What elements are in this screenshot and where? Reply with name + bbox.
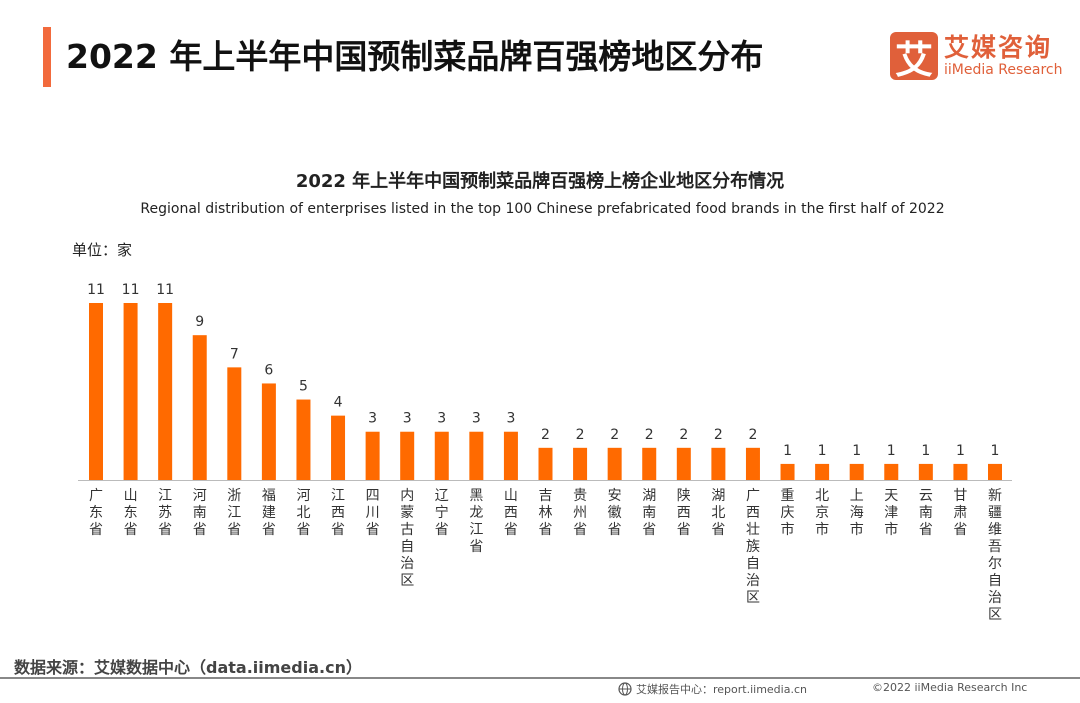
data-label: 11 <box>156 282 174 298</box>
data-label: 2 <box>714 427 723 443</box>
bar-陕西省 <box>676 447 691 480</box>
iimedia-logo: 艾 艾媒咨询 iiMedia Research <box>890 32 1063 82</box>
bar-内蒙古自治区 <box>400 431 415 480</box>
category-label: 上海市 <box>850 488 864 538</box>
bar-江西省 <box>331 415 346 480</box>
category-label: 重庆市 <box>781 488 795 538</box>
category-label: 云南省 <box>919 488 933 538</box>
data-label: 1 <box>921 443 930 459</box>
category-label: 内蒙古自治区 <box>400 488 414 589</box>
category-label: 河南省 <box>193 488 207 538</box>
bar-山东省 <box>123 303 138 480</box>
copyright: ©2022 iiMedia Research Inc <box>872 681 1028 694</box>
bar-河北省 <box>296 399 311 480</box>
category-label: 贵州省 <box>573 488 587 538</box>
data-label: 3 <box>368 411 377 427</box>
category-label: 湖北省 <box>711 488 725 538</box>
category-label: 安徽省 <box>608 488 622 538</box>
report-link[interactable]: 艾媒报告中心：report.iimedia.cn <box>636 683 807 696</box>
bar-重庆市 <box>780 463 795 480</box>
data-label: 1 <box>818 443 827 459</box>
bar-湖南省 <box>642 447 657 480</box>
title-accent-bar <box>43 27 51 87</box>
bar-江苏省 <box>158 303 173 480</box>
bar-甘肃省 <box>953 463 968 480</box>
globe-icon <box>618 682 632 696</box>
category-label: 天津市 <box>884 488 898 538</box>
footer-report: 艾媒报告中心：report.iimedia.cn <box>618 681 807 697</box>
category-label: 江西省 <box>331 488 345 538</box>
category-label: 陕西省 <box>677 488 691 538</box>
data-label: 1 <box>991 443 1000 459</box>
category-label: 浙江省 <box>227 488 241 538</box>
data-label: 7 <box>230 346 239 362</box>
logo-en: iiMedia Research <box>944 62 1063 78</box>
data-source: 数据来源：艾媒数据中心（data.iimedia.cn） <box>14 658 362 677</box>
data-label: 4 <box>334 395 343 411</box>
category-label: 新疆维吾尔自治区 <box>988 488 1002 623</box>
bar-北京市 <box>815 463 830 480</box>
logo-mark: 艾 <box>890 32 938 82</box>
bar-云南省 <box>918 463 933 480</box>
data-label: 3 <box>437 411 446 427</box>
unit-label: 单位：家 <box>72 241 133 259</box>
bar-吉林省 <box>538 447 553 480</box>
bar-安徽省 <box>607 447 622 480</box>
bar-贵州省 <box>573 447 588 480</box>
bar-山西省 <box>503 431 518 480</box>
category-label: 黑龙江省 <box>469 488 483 555</box>
category-label: 江苏省 <box>158 488 172 538</box>
data-label: 2 <box>541 427 550 443</box>
bar-湖北省 <box>711 447 726 480</box>
data-label: 9 <box>195 314 204 330</box>
data-label: 11 <box>122 282 140 298</box>
category-label: 吉林省 <box>539 488 553 538</box>
data-label: 3 <box>403 411 412 427</box>
category-label: 四川省 <box>366 488 380 538</box>
bar-辽宁省 <box>434 431 449 480</box>
data-label: 3 <box>506 411 515 427</box>
bar-上海市 <box>849 463 864 480</box>
data-label: 1 <box>783 443 792 459</box>
category-label: 福建省 <box>262 488 276 538</box>
category-label: 山西省 <box>504 488 518 538</box>
logo-cn: 艾媒咨询 <box>944 33 1053 62</box>
bar-天津市 <box>884 463 899 480</box>
bar-河南省 <box>192 335 207 480</box>
data-label: 6 <box>264 362 273 378</box>
data-label: 11 <box>87 282 105 298</box>
category-label: 广东省 <box>89 488 103 538</box>
category-label: 辽宁省 <box>435 488 449 538</box>
data-label: 3 <box>472 411 481 427</box>
category-label: 河北省 <box>296 488 310 538</box>
chart-subtitle: Regional distribution of enterprises lis… <box>140 201 945 217</box>
bar-浙江省 <box>227 367 242 480</box>
data-label: 2 <box>610 427 619 443</box>
data-label: 2 <box>749 427 758 443</box>
bar-新疆维吾尔自治区 <box>988 463 1002 480</box>
category-label: 山东省 <box>124 488 138 538</box>
footer-divider <box>0 677 1080 679</box>
data-label: 2 <box>679 427 688 443</box>
bar-黑龙江省 <box>469 431 484 480</box>
category-label: 北京市 <box>815 488 829 538</box>
data-label: 2 <box>645 427 654 443</box>
chart-title: 2022 年上半年中国预制菜品牌百强榜上榜企业地区分布情况 <box>295 171 785 192</box>
data-label: 2 <box>576 427 585 443</box>
category-label: 湖南省 <box>642 488 656 538</box>
data-label: 1 <box>852 443 861 459</box>
category-label: 广西壮族自治区 <box>746 488 760 606</box>
bar-广西壮族自治区 <box>745 447 760 480</box>
data-label: 5 <box>299 379 308 395</box>
data-label: 1 <box>887 443 896 459</box>
page-title: 2022 年上半年中国预制菜品牌百强榜地区分布 <box>66 37 764 76</box>
category-label: 甘肃省 <box>953 488 967 538</box>
bar-chart: 11广东省11山东省11江苏省9河南省7浙江省6福建省5河北省4江西省3四川省3… <box>78 282 1012 623</box>
data-label: 1 <box>956 443 965 459</box>
bar-福建省 <box>261 383 276 480</box>
bar-四川省 <box>365 431 380 480</box>
bar-广东省 <box>89 303 103 480</box>
